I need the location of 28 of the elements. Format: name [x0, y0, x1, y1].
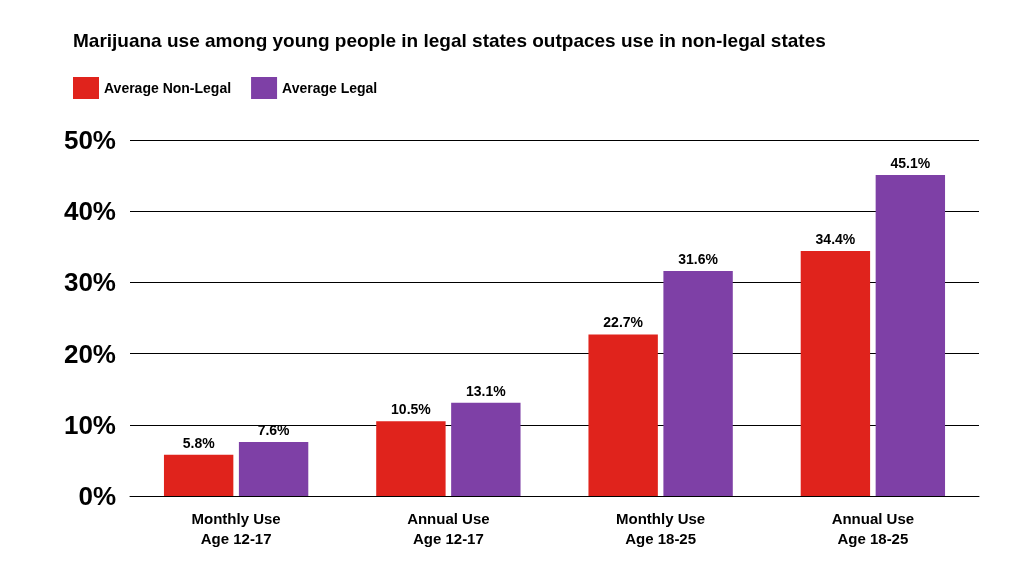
y-tick-label: 0% [78, 481, 116, 511]
chart-title: Marijuana use among young people in legal states outpaces use in non-legal states [73, 30, 826, 51]
y-tick-label: 30% [63, 267, 116, 298]
data-label: 45.1% [890, 154, 931, 171]
y-tick-label: 40% [63, 196, 116, 227]
x-tick-label: Monthly Use Age 12-17 [191, 509, 281, 547]
bar [875, 174, 946, 496]
x-tick-label: Annual Use Age 12-17 [407, 509, 490, 547]
bar [376, 421, 446, 496]
bar [451, 402, 521, 496]
bar [663, 271, 733, 496]
x-tick-label: Monthly Use Age 18-25 [616, 509, 706, 547]
legend-label: Average Legal [282, 80, 378, 96]
data-label: 34.4% [815, 231, 856, 248]
bar [800, 251, 871, 496]
legend-label: Average Non-Legal [104, 80, 232, 96]
x-tick-label: Annual Use Age 18-25 [831, 509, 915, 547]
y-tick-label: 10% [63, 409, 116, 440]
data-label: 22.7% [603, 314, 644, 331]
bar [588, 334, 658, 496]
bar [163, 454, 234, 496]
data-label: 10.5% [391, 401, 432, 418]
bar [238, 441, 309, 496]
y-tick-label: 50% [63, 125, 116, 155]
data-label: 13.1% [465, 382, 507, 399]
y-tick-label: 20% [63, 338, 116, 369]
data-label: 5.8% [182, 434, 216, 451]
data-label: 31.6% [678, 251, 719, 268]
